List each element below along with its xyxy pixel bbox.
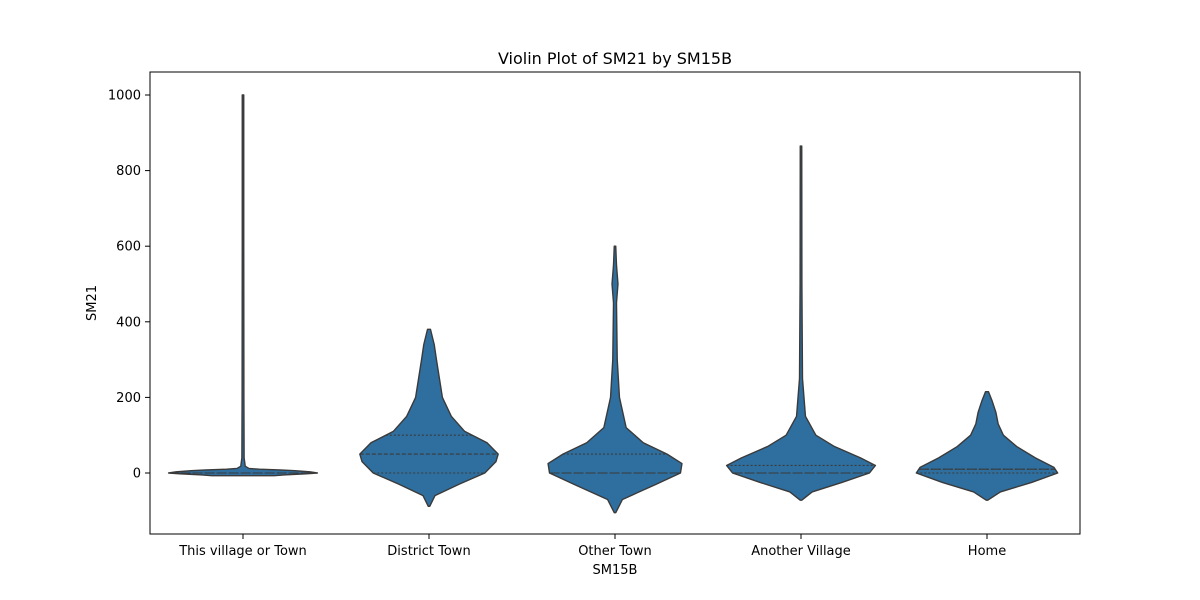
chart-title: Violin Plot of SM21 by SM15B [498,49,732,68]
violin-this-village-or-town [167,94,319,477]
y-tick-label: 0 [133,467,141,482]
y-axis-title: SM21 [85,285,100,321]
violin-district-town [359,328,499,507]
x-tick-label: Another Village [751,544,851,559]
y-tick-label: 200 [116,391,141,406]
violin-body [547,245,683,514]
violin-body [725,145,877,501]
violin-another-village [725,145,877,501]
x-tick-label: This village or Town [178,544,307,559]
violin-body [915,391,1059,501]
violin-other-town [547,245,683,514]
x-tick-label: Home [968,544,1006,559]
violin-body [359,328,499,507]
y-tick-label: 800 [116,164,141,179]
y-tick-label: 1000 [108,89,141,104]
x-axis-title: SM15B [593,563,638,578]
y-tick-label: 400 [116,315,141,330]
violin-home [915,391,1059,501]
x-tick-label: Other Town [578,544,652,559]
y-tick-label: 600 [116,240,141,255]
violins-layer [167,94,1059,514]
x-tick-label: District Town [387,544,470,559]
x-axis: This village or Town District Town Other T… [178,534,1006,559]
violin-body [167,94,319,477]
y-axis: 0 200 400 600 800 1000 [108,89,150,482]
